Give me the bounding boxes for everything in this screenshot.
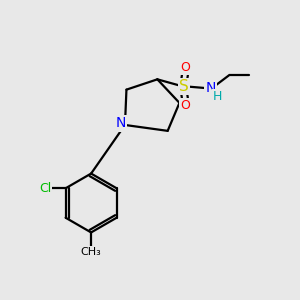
- Text: O: O: [180, 99, 190, 112]
- Text: H: H: [213, 91, 222, 103]
- Text: N: N: [205, 81, 215, 95]
- Text: O: O: [180, 61, 190, 74]
- Text: N: N: [116, 116, 126, 130]
- Text: Cl: Cl: [39, 182, 51, 195]
- Text: S: S: [179, 79, 189, 94]
- Text: CH₃: CH₃: [81, 247, 101, 256]
